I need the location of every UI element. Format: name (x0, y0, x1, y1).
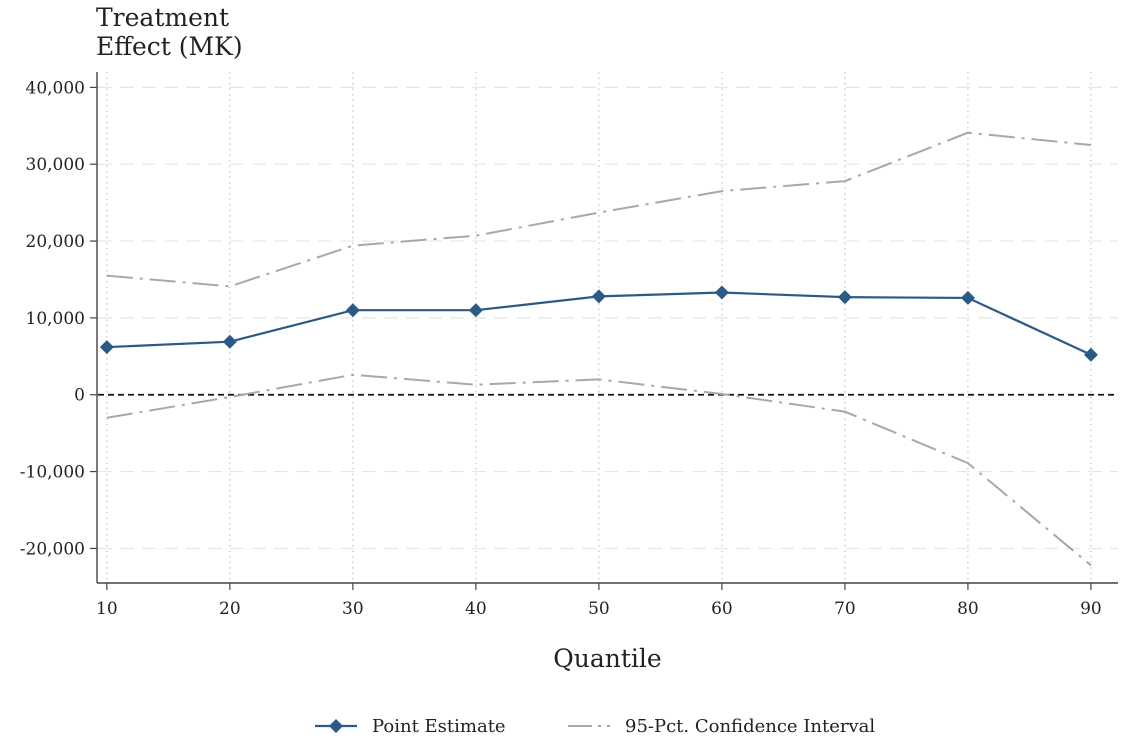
point-estimate-marker-3 (468, 303, 483, 318)
x-tick-label-0: 10 (96, 599, 118, 619)
x-axis-title: Quantile (553, 644, 661, 673)
point-estimate-marker-0 (99, 340, 114, 355)
point-estimate-marker-1 (222, 334, 237, 349)
y-tick-label-3: 10,000 (26, 309, 85, 329)
legend-point-estimate-marker (329, 719, 343, 733)
ci-lower-line (106, 373, 1092, 567)
y-tick-label-4: 20,000 (26, 232, 85, 252)
point-estimate-marker-5 (714, 285, 729, 300)
x-tick-label-7: 80 (957, 599, 979, 619)
x-tick-label-6: 70 (834, 599, 856, 619)
x-tick-label-3: 40 (465, 599, 487, 619)
point-estimate-marker-7 (960, 290, 975, 305)
point-estimate-marker-8 (1083, 347, 1098, 362)
y-tick-label-0: -20,000 (20, 539, 85, 559)
x-tick-label-8: 90 (1080, 599, 1102, 619)
y-axis-title-line-2: Effect (MK) (96, 32, 243, 61)
point-estimate-marker-4 (591, 289, 606, 304)
y-tick-label-1: -10,000 (20, 463, 85, 483)
x-tick-label-2: 30 (342, 599, 364, 619)
y-tick-label-6: 40,000 (26, 78, 85, 98)
ci-upper-line (106, 131, 1092, 288)
x-tick-label-1: 20 (219, 599, 241, 619)
y-tick-label-5: 30,000 (26, 155, 85, 175)
legend-point-estimate-label: Point Estimate (372, 716, 506, 737)
x-tick-label-4: 50 (588, 599, 610, 619)
point-estimate-marker-2 (345, 303, 360, 318)
y-tick-label-2: 0 (74, 386, 85, 406)
point-estimate-marker-6 (837, 290, 852, 305)
legend-ci-label: 95-Pct. Confidence Interval (625, 716, 875, 737)
y-axis-title-line-1: Treatment (96, 3, 230, 32)
x-tick-label-5: 60 (711, 599, 733, 619)
